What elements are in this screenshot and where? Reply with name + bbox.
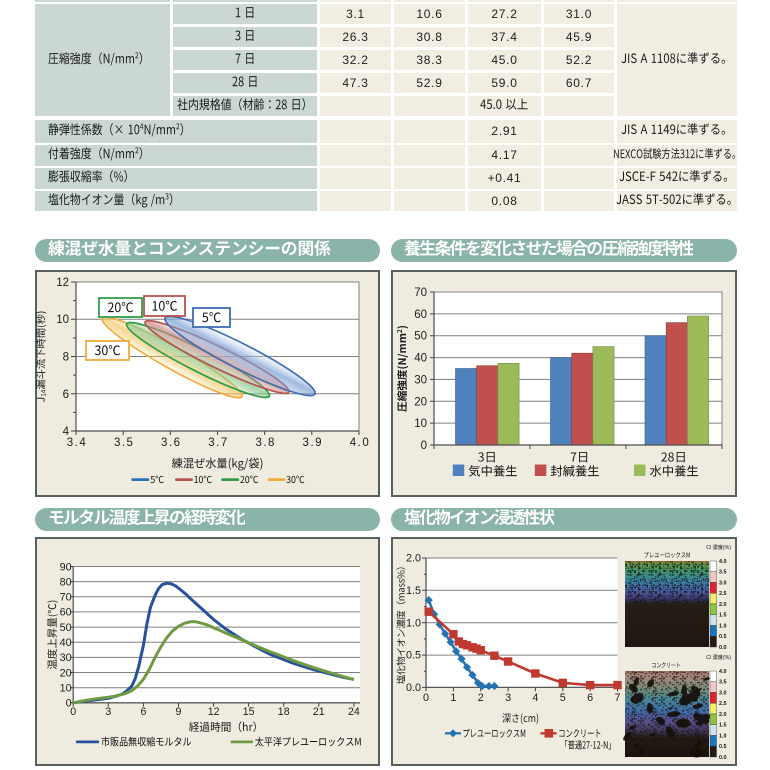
svg-text:1.0: 1.0 (719, 623, 727, 629)
svg-text:0: 0 (70, 706, 76, 718)
svg-text:50: 50 (414, 331, 427, 343)
svg-text:70: 70 (60, 592, 72, 604)
svg-text:0.5: 0.5 (719, 634, 727, 640)
svg-text:4: 4 (63, 426, 70, 438)
svg-text:2.0: 2.0 (719, 712, 727, 718)
svg-text:70: 70 (414, 287, 427, 299)
svg-text:21: 21 (313, 706, 325, 718)
svg-text:2: 2 (478, 692, 484, 704)
svg-text:40: 40 (414, 353, 427, 365)
svg-text:0.5: 0.5 (406, 650, 421, 662)
svg-text:0: 0 (423, 692, 429, 704)
svg-text:3.8: 3.8 (255, 437, 276, 449)
svg-text:12: 12 (56, 277, 69, 289)
svg-text:3.5: 3.5 (114, 437, 135, 449)
svg-text:3.0: 3.0 (719, 580, 727, 586)
svg-text:5: 5 (560, 692, 566, 704)
svg-text:3.4: 3.4 (67, 437, 88, 449)
svg-text:50: 50 (60, 622, 72, 634)
svg-text:20: 20 (60, 667, 72, 679)
svg-text:Cl 濃度(%): Cl 濃度(%) (706, 653, 731, 661)
svg-text:15: 15 (243, 706, 255, 718)
svg-text:18: 18 (278, 706, 290, 718)
svg-text:20: 20 (414, 396, 427, 408)
svg-text:9: 9 (176, 706, 182, 718)
svg-text:3.5: 3.5 (719, 680, 727, 686)
svg-text:0.0: 0.0 (406, 682, 421, 694)
svg-text:0: 0 (421, 440, 427, 452)
svg-text:12: 12 (208, 706, 220, 718)
svg-text:6: 6 (587, 692, 593, 704)
svg-text:3.6: 3.6 (161, 437, 182, 449)
svg-text:2.5: 2.5 (719, 591, 727, 597)
svg-text:0.0: 0.0 (719, 755, 727, 761)
svg-text:3: 3 (505, 692, 511, 704)
svg-text:30: 30 (414, 374, 427, 386)
svg-text:1.0: 1.0 (719, 733, 727, 739)
svg-text:3.7: 3.7 (208, 437, 229, 449)
svg-text:60: 60 (414, 309, 427, 321)
svg-text:1.0: 1.0 (406, 617, 421, 629)
svg-text:7: 7 (614, 692, 620, 704)
svg-text:3.0: 3.0 (719, 690, 727, 696)
svg-text:2.0: 2.0 (406, 553, 421, 565)
svg-text:10: 10 (56, 314, 69, 326)
svg-text:1.5: 1.5 (406, 585, 421, 597)
svg-text:2.5: 2.5 (719, 701, 727, 707)
svg-text:3.5: 3.5 (719, 570, 727, 576)
svg-text:1.5: 1.5 (719, 723, 727, 729)
svg-text:4.0: 4.0 (350, 437, 371, 449)
svg-text:90: 90 (60, 561, 72, 573)
svg-text:6: 6 (140, 706, 146, 718)
svg-text:0.0: 0.0 (719, 645, 727, 651)
svg-text:30: 30 (60, 652, 72, 664)
svg-text:Cl 濃度(%): Cl 濃度(%) (706, 543, 731, 551)
svg-text:3.9: 3.9 (303, 437, 324, 449)
svg-text:40: 40 (60, 637, 72, 649)
svg-text:8: 8 (63, 352, 69, 364)
svg-text:0: 0 (66, 698, 72, 710)
svg-text:0.5: 0.5 (719, 744, 727, 750)
svg-text:4.0: 4.0 (719, 669, 727, 675)
svg-text:80: 80 (60, 576, 72, 588)
svg-text:1.5: 1.5 (719, 613, 727, 619)
svg-text:4.0: 4.0 (719, 559, 727, 565)
svg-text:10: 10 (414, 418, 427, 430)
svg-text:4: 4 (532, 692, 538, 704)
svg-text:24: 24 (348, 706, 360, 718)
svg-text:10: 10 (60, 683, 72, 695)
svg-text:6: 6 (63, 389, 69, 401)
svg-text:3: 3 (105, 706, 111, 718)
svg-text:2.0: 2.0 (719, 602, 727, 608)
svg-text:1: 1 (450, 692, 456, 704)
svg-text:60: 60 (60, 607, 72, 619)
